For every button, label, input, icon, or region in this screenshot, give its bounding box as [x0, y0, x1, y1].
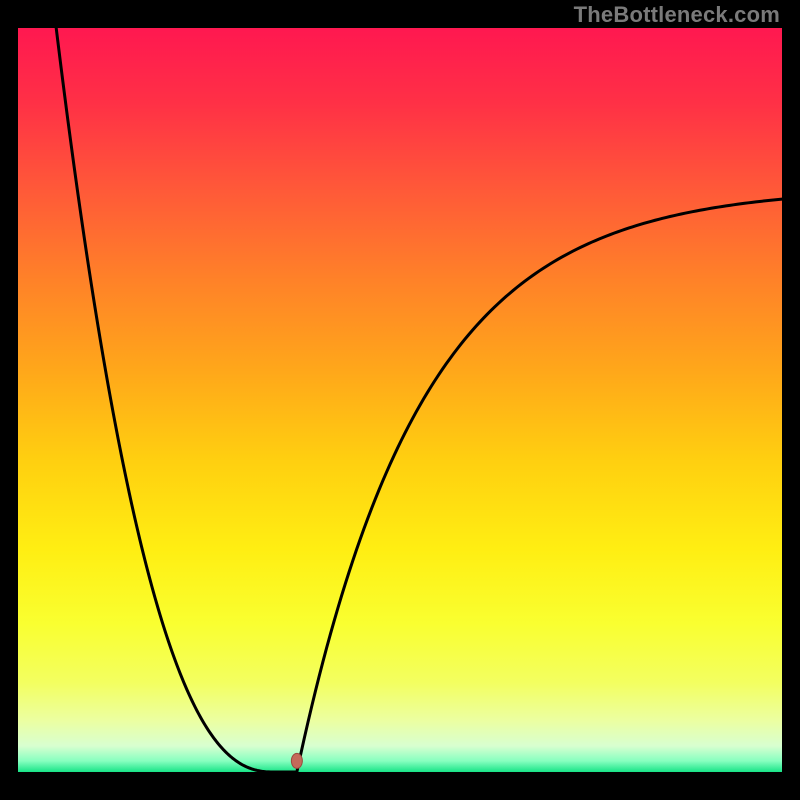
chart-frame: { "watermark": { "text": "TheBottleneck.…	[0, 0, 800, 800]
gradient-background	[18, 28, 782, 772]
optimum-marker	[291, 753, 302, 768]
watermark-text: TheBottleneck.com	[574, 2, 780, 28]
bottleneck-chart	[18, 28, 782, 772]
